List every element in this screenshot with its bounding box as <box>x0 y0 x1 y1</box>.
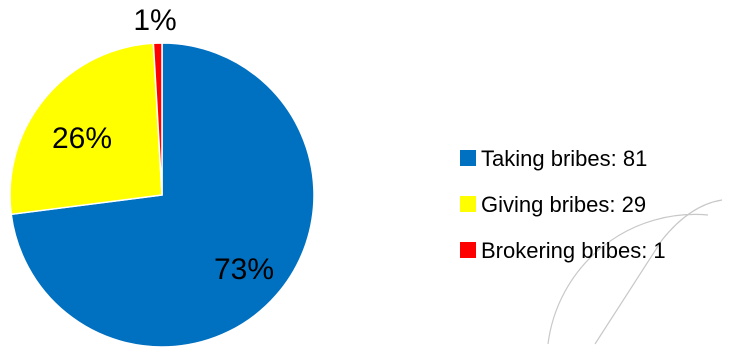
legend-label-giving-bribes: Giving bribes: 29 <box>481 192 646 217</box>
pie-slices <box>9 42 315 348</box>
percent-label-taking-bribes: 73% <box>214 253 274 286</box>
legend-label-taking-bribes: Taking bribes: 81 <box>481 146 647 171</box>
decorative-arcs <box>547 199 723 345</box>
percent-label-brokering-bribes: 1% <box>133 4 176 37</box>
pie-slice-brokering-bribes <box>152 42 163 196</box>
legend: Taking bribes: 81 Giving bribes: 29 Broker… <box>460 146 666 263</box>
pie-slice-giving-bribes <box>9 42 163 216</box>
legend-swatch-taking-bribes <box>460 150 476 166</box>
legend-label-brokering-bribes: Brokering bribes: 1 <box>481 238 666 263</box>
percent-label-giving-bribes: 26% <box>52 122 112 155</box>
percent-labels: 73% 26% 1% <box>52 4 274 286</box>
legend-swatch-giving-bribes <box>460 196 476 212</box>
legend-swatch-brokering-bribes <box>460 242 476 258</box>
